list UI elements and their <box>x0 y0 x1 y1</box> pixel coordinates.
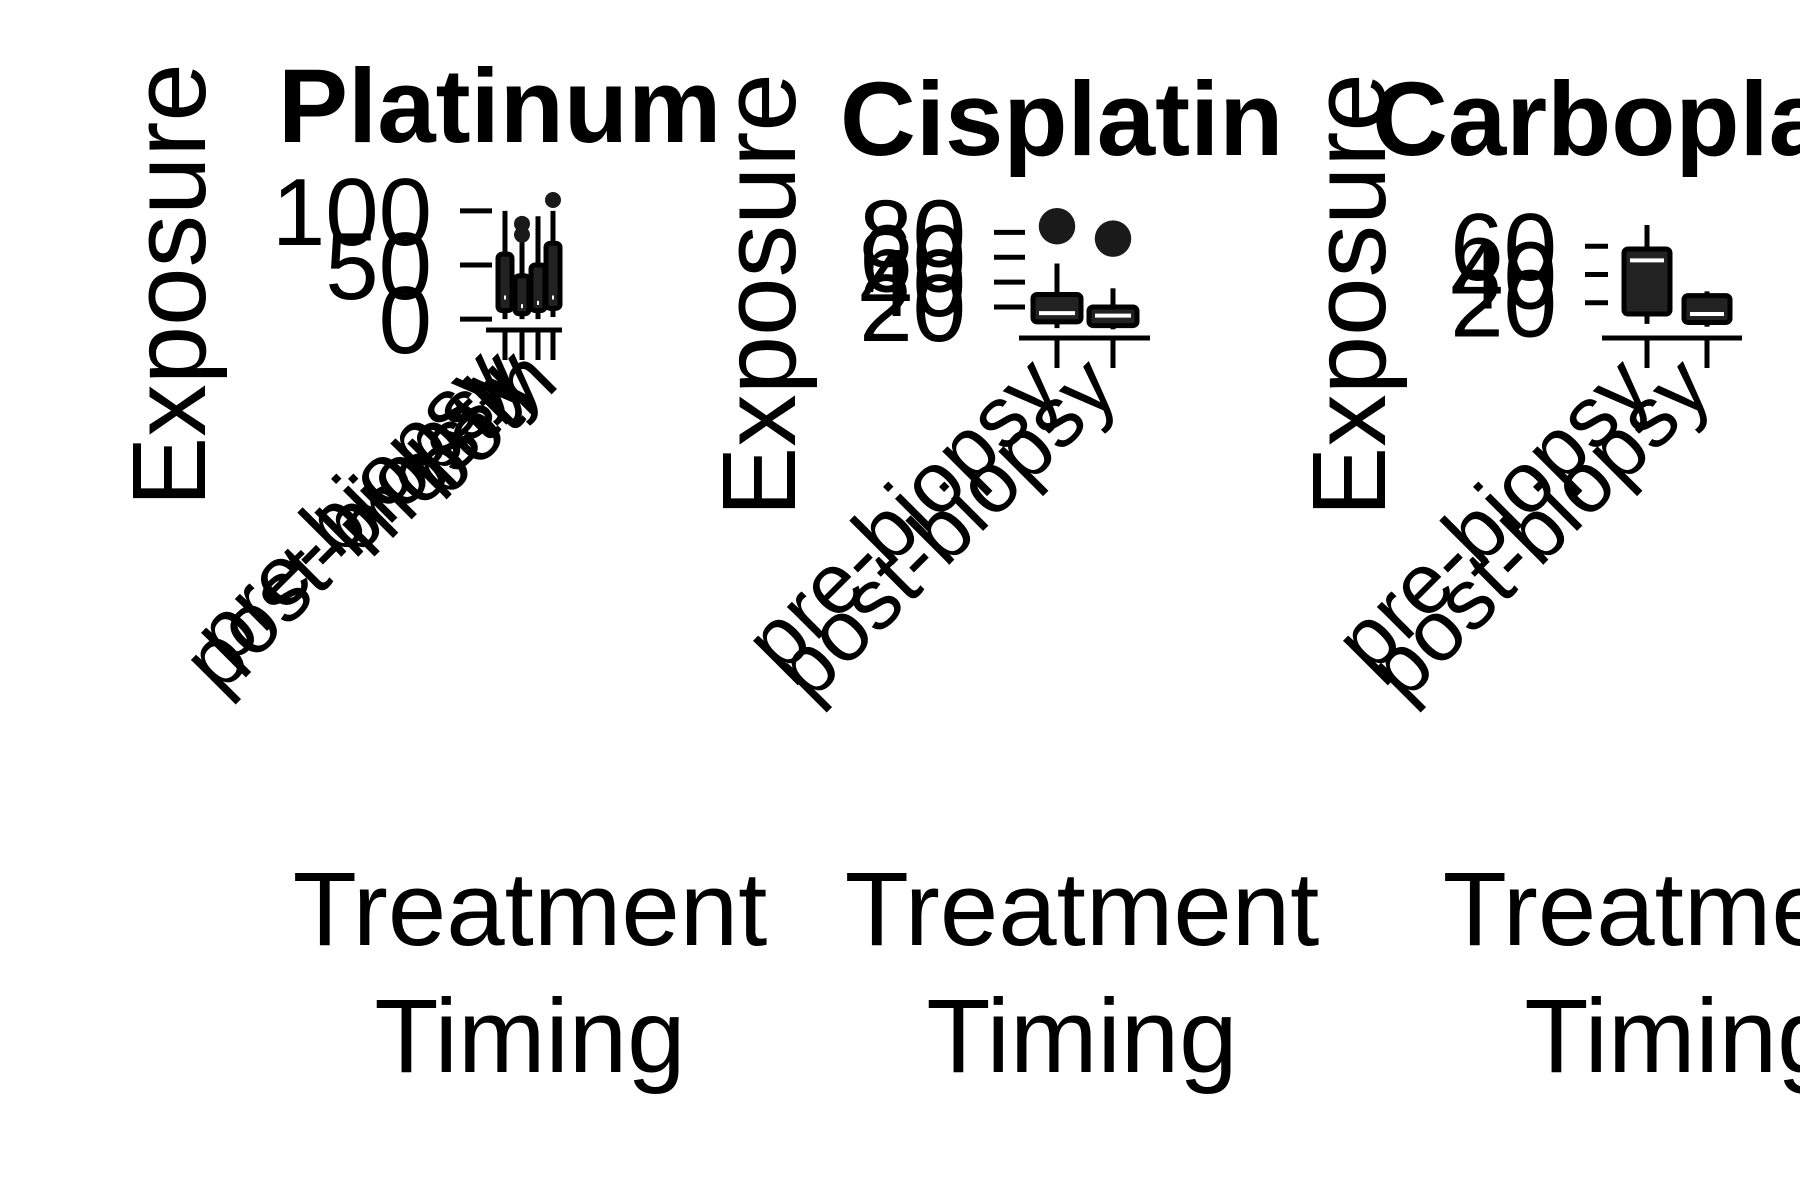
box-post-biopsy <box>1681 291 1733 368</box>
box-both <box>543 192 563 360</box>
x-axis-title-carboplatin-line2: Timing <box>1524 978 1800 1095</box>
y-tick-label: 80 <box>859 180 966 287</box>
y-tick-label: 100 <box>272 159 432 266</box>
y-tick-label: 40 <box>859 230 966 337</box>
y-tick-label: 20 <box>1450 251 1557 358</box>
outlier-point <box>514 215 530 232</box>
box-iqr <box>1030 292 1084 325</box>
box-iqr <box>1681 293 1733 325</box>
y-axis-title-platinum: Exposure <box>111 63 228 507</box>
y-tick-label: 0 <box>379 267 432 374</box>
boxes-platinum <box>486 192 563 360</box>
panel-title-cisplatin: Cisplatin <box>840 61 1283 178</box>
y-tick-label: 40 <box>1450 222 1557 329</box>
outlier-point <box>1094 220 1132 257</box>
y-tick-label: 60 <box>1450 194 1557 301</box>
panel-carboplatin: Carboplatin Exposure Treatment Timing 20… <box>1291 61 1800 1095</box>
panel-title-platinum: Platinum <box>278 48 721 165</box>
y-axis-title-carboplatin: Exposure <box>1291 73 1408 517</box>
box-pre-biopsy <box>1621 225 1673 368</box>
panel-title-carboplatin: Carboplatin <box>1372 61 1800 178</box>
y-axis-title-cisplatin: Exposure <box>701 73 818 517</box>
box-iqr <box>1621 246 1673 317</box>
x-axis-title-platinum-line1: Treatment <box>293 851 768 968</box>
x-axis-title-platinum-line2: Timing <box>374 978 685 1095</box>
boxes-carboplatin <box>1602 225 1742 368</box>
box-iqr <box>543 240 563 311</box>
outlier-point <box>545 192 561 208</box>
boxes-cisplatin <box>1019 207 1150 368</box>
box-mostly <box>528 216 548 360</box>
x-axis-title-cisplatin-line1: Treatment <box>845 851 1320 968</box>
panel-cisplatin: Cisplatin Exposure Treatment Timing 2040… <box>701 61 1319 1095</box>
box-iqr <box>495 251 515 314</box>
x-axis-title-cisplatin-line2: Timing <box>926 978 1237 1095</box>
box-post-biopsy <box>1086 220 1140 368</box>
outlier-point <box>1038 207 1076 245</box>
y-tick-label: 20 <box>859 255 966 362</box>
box-post-biopsy <box>512 215 532 360</box>
panel-platinum: Platinum Exposure Treatment Timing 05010… <box>111 48 767 1095</box>
box-pre-biopsy <box>1030 207 1084 368</box>
y-tick-label: 50 <box>325 213 432 320</box>
box-pre-biopsy <box>495 210 515 360</box>
x-axis-title-carboplatin-line1: Treatment <box>1443 851 1800 968</box>
y-tick-label: 60 <box>859 205 966 312</box>
